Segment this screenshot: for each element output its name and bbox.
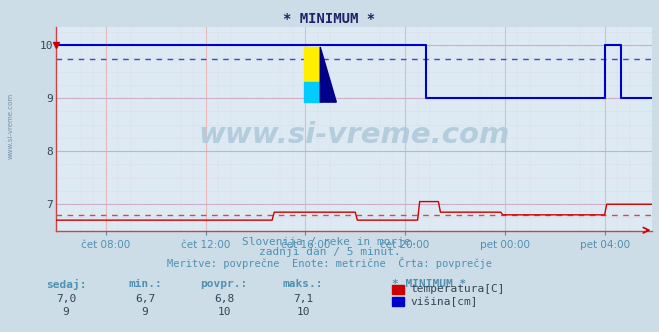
Text: Slovenija / reke in morje.: Slovenija / reke in morje. <box>242 237 417 247</box>
Text: Meritve: povprečne  Enote: metrične  Črta: povprečje: Meritve: povprečne Enote: metrične Črta:… <box>167 257 492 269</box>
Text: * MINIMUM *: * MINIMUM * <box>283 12 376 26</box>
Text: 6,8: 6,8 <box>214 294 234 304</box>
Text: 7,0: 7,0 <box>56 294 76 304</box>
Text: min.:: min.: <box>128 279 162 289</box>
Text: povpr.:: povpr.: <box>200 279 248 289</box>
Text: * MINIMUM *: * MINIMUM * <box>392 279 467 289</box>
Polygon shape <box>320 47 336 102</box>
Text: zadnji dan / 5 minut.: zadnji dan / 5 minut. <box>258 247 401 257</box>
Text: maks.:: maks.: <box>283 279 324 289</box>
Text: www.si-vreme.com: www.si-vreme.com <box>8 93 14 159</box>
Text: višina[cm]: višina[cm] <box>411 297 478 307</box>
Text: 10: 10 <box>297 307 310 317</box>
Text: 10: 10 <box>217 307 231 317</box>
Bar <box>304 82 320 102</box>
Text: temperatura[C]: temperatura[C] <box>411 284 505 294</box>
Text: 9: 9 <box>63 307 69 317</box>
Bar <box>304 47 320 84</box>
Text: 7,1: 7,1 <box>293 294 313 304</box>
Text: sedaj:: sedaj: <box>45 279 86 290</box>
Text: 6,7: 6,7 <box>135 294 155 304</box>
Text: 9: 9 <box>142 307 148 317</box>
Text: www.si-vreme.com: www.si-vreme.com <box>198 121 510 149</box>
